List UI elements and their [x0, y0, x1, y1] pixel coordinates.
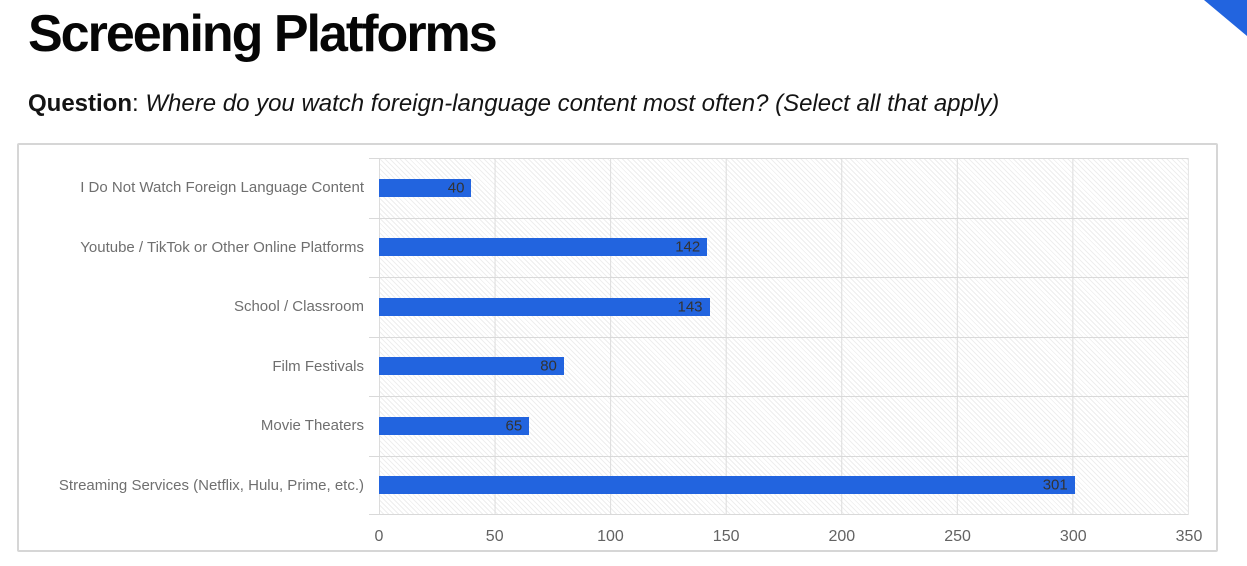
bar-chart-card: I Do Not Watch Foreign Language Content … [17, 143, 1218, 552]
bar-value-label: 80 [540, 357, 557, 375]
category-label: Youtube / TikTok or Other Online Platfor… [80, 238, 364, 256]
category-label: Movie Theaters [260, 417, 364, 435]
plot-area: 40 142 143 80 65 301 [369, 158, 1189, 515]
bar-value-label: 142 [675, 238, 701, 256]
corner-accent-triangle [1204, 0, 1247, 36]
bar-band: 80 [379, 337, 1188, 397]
question-text: Where do you watch foreign-language cont… [145, 90, 1000, 117]
x-axis-tick-label: 0 [374, 528, 384, 545]
band-separator-line [369, 455, 1188, 457]
x-axis-tick-label: 100 [597, 528, 624, 545]
bar-band: 301 [379, 456, 1188, 516]
bar-band: 143 [379, 277, 1188, 337]
bar-value-label: 301 [1042, 476, 1068, 494]
bar-value-label: 40 [447, 179, 465, 197]
x-axis-tick-label: 300 [1059, 528, 1087, 545]
question-line: Question: Where do you watch foreign-lan… [28, 90, 999, 118]
band-separator-line [369, 217, 1188, 219]
x-axis-tick-label: 150 [712, 528, 740, 545]
bar: 65 [379, 416, 530, 435]
bar: 142 [379, 238, 708, 257]
band-separator-line [369, 396, 1188, 397]
bar: 143 [379, 297, 710, 316]
bar: 40 [379, 178, 472, 197]
category-axis-labels: I Do Not Watch Foreign Language Content … [19, 158, 379, 515]
x-axis-tick-label: 50 [485, 528, 504, 545]
x-axis-tick-label: 350 [1175, 528, 1203, 545]
x-axis: 0 50 100 150 200 250 300 350 [375, 522, 1203, 550]
category-label: School / Classroom [233, 298, 364, 316]
band-separator-line [369, 277, 1188, 278]
bar-series: 40 142 143 80 65 301 [379, 158, 1188, 515]
bar-value-label: 143 [677, 298, 703, 316]
band-separator-line [369, 158, 1188, 159]
page-title: Screening Platforms [28, 5, 498, 63]
category-label: I Do Not Watch Foreign Language Content [80, 179, 364, 197]
bar-band: 40 [379, 158, 1188, 218]
x-axis-tick-label: 250 [944, 528, 971, 545]
bar: 80 [379, 357, 564, 376]
question-separator: : [132, 90, 146, 117]
bar-value-label: 65 [505, 417, 523, 435]
bar-band: 65 [379, 396, 1188, 456]
band-separator-line [369, 514, 1188, 515]
question-label: Question [28, 90, 133, 117]
bar: 301 [379, 476, 1075, 495]
category-label: Film Festivals [272, 357, 364, 375]
x-axis-tick-label: 200 [828, 528, 856, 545]
category-label: Streaming Services (Netflix, Hulu, Prime… [58, 476, 364, 494]
bar-band: 142 [379, 218, 1188, 278]
band-separator-line [369, 336, 1188, 338]
